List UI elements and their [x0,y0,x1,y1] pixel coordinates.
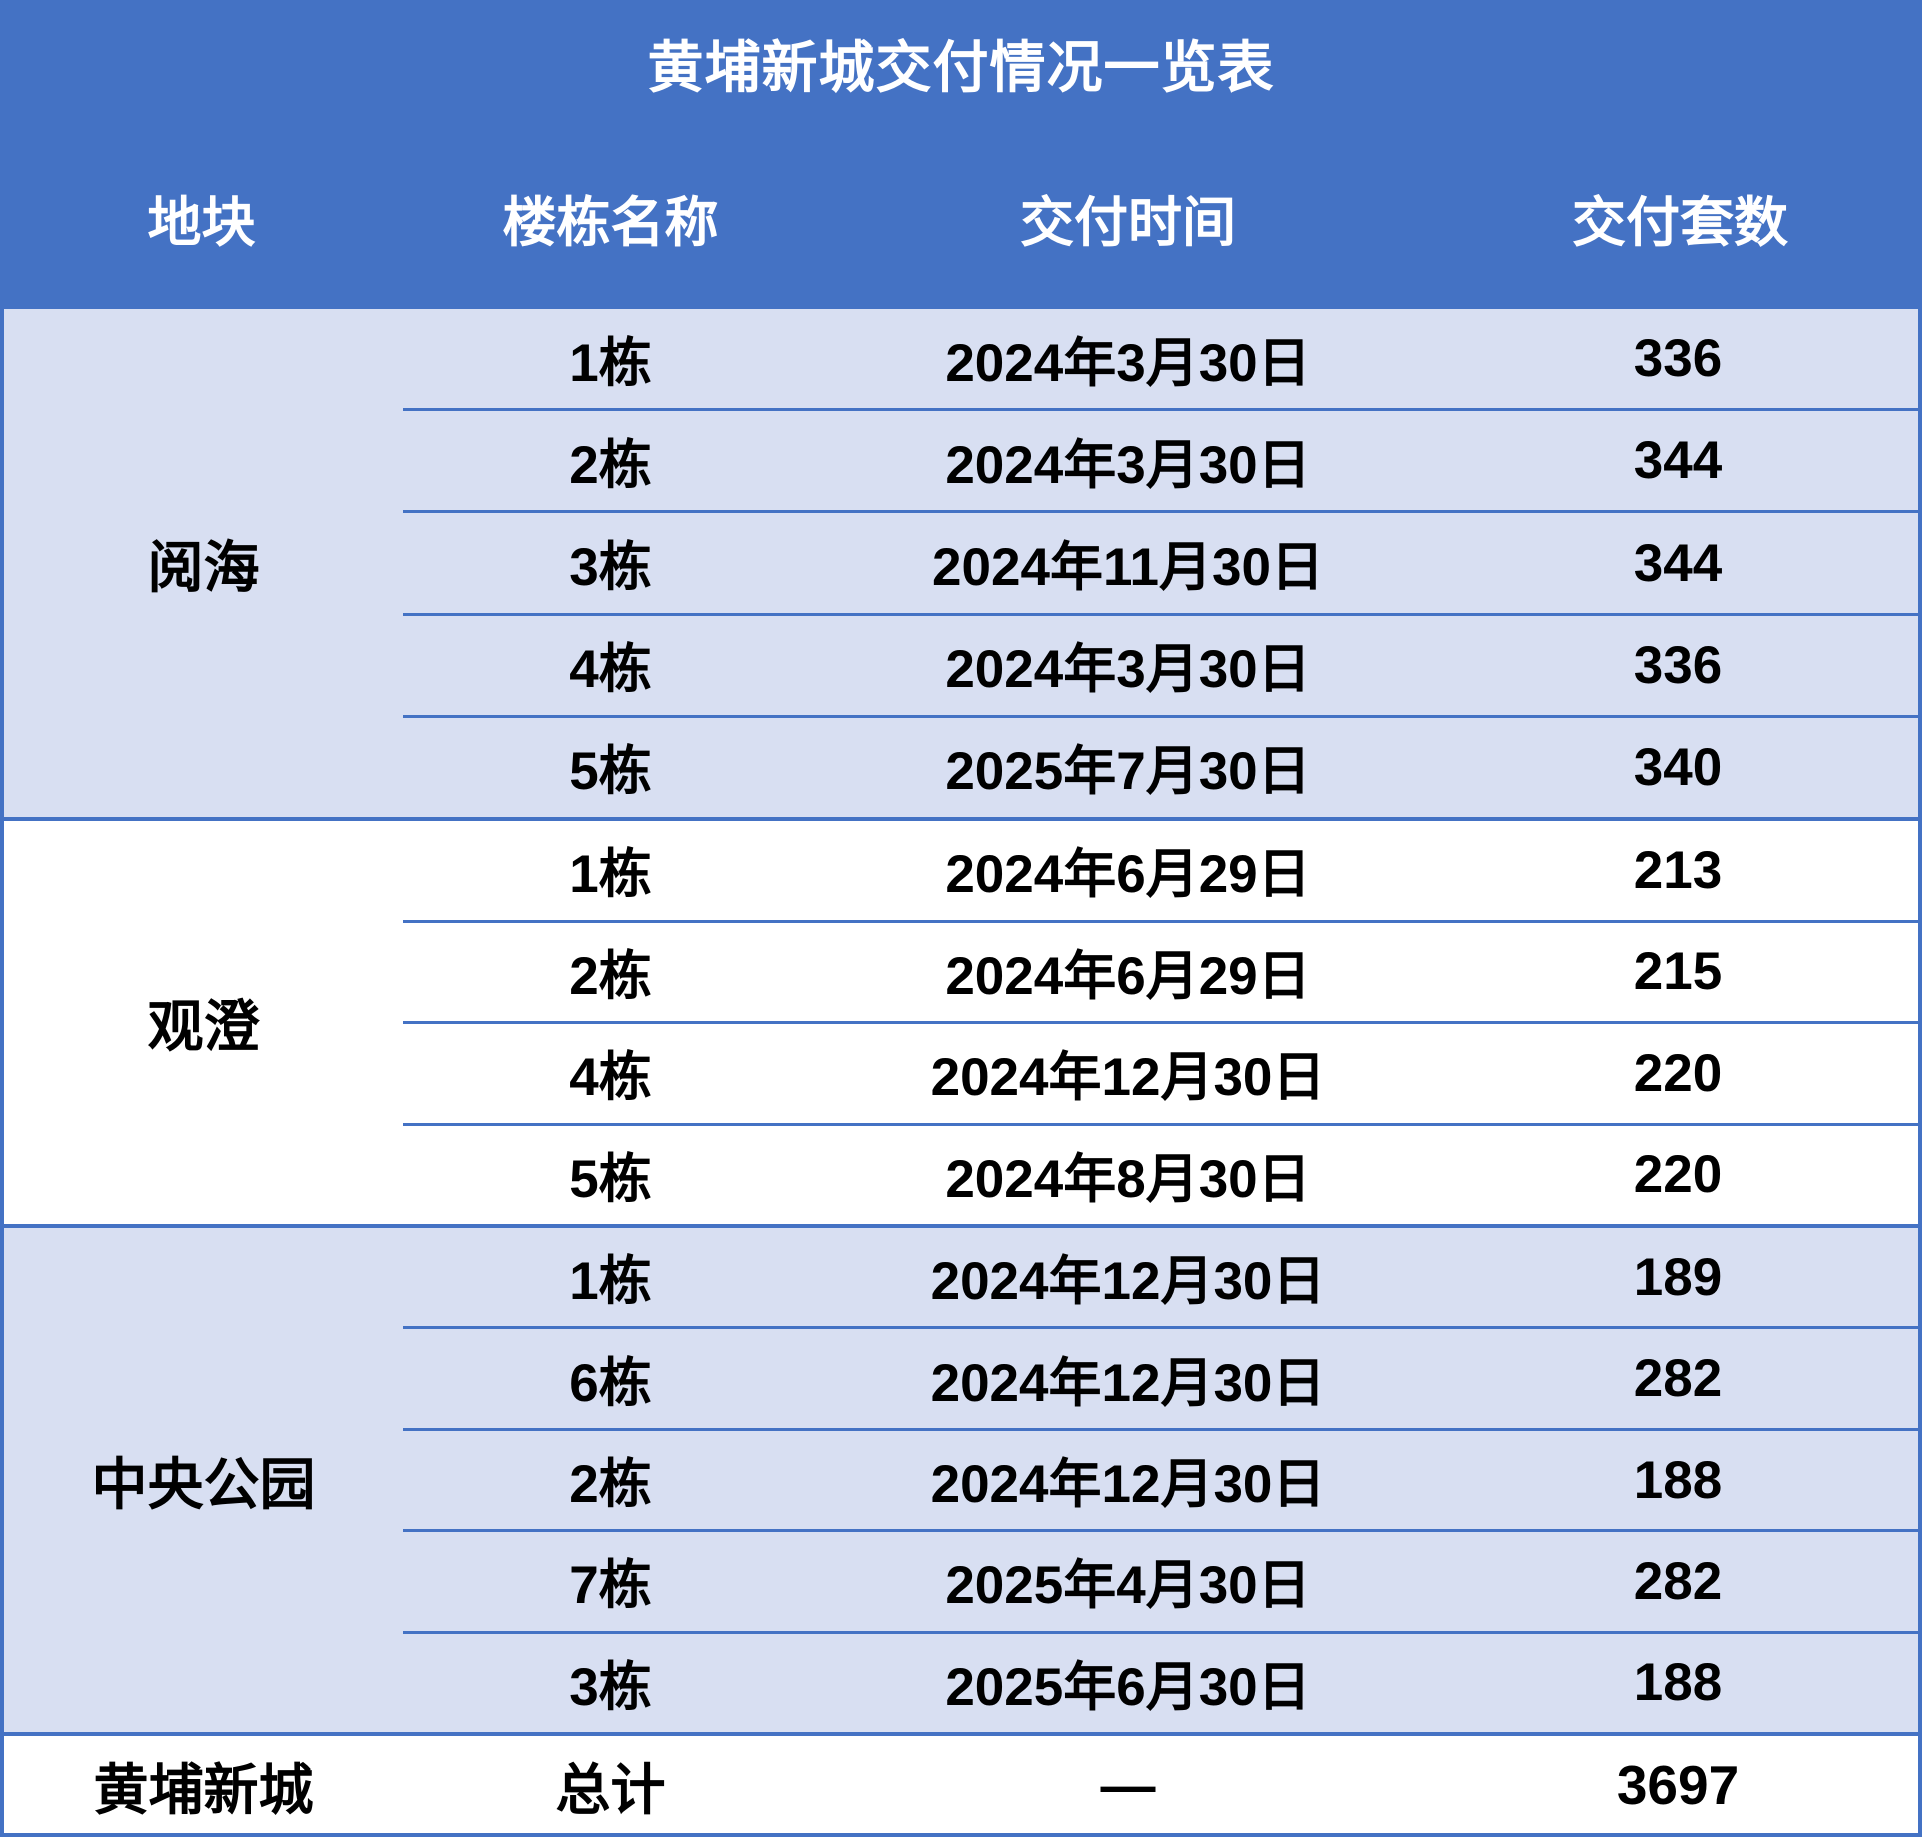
table-row: 2栋 2024年6月29日 215 [403,919,1918,1022]
date-cell: 2024年12月30日 [930,1048,1326,1108]
date-cell: 2024年6月29日 [945,845,1311,905]
building-cell: 3栋 [569,538,652,597]
building-cell: 1栋 [569,333,652,393]
total-building-label: 总计 [555,1758,666,1821]
units-cell: 220 [1633,1043,1723,1103]
group-divider [4,1732,1918,1736]
units-cell: 213 [1633,840,1723,900]
date-cell: 2024年3月30日 [945,640,1311,700]
total-units-value: 3697 [1616,1753,1740,1816]
group-guancheng: 观澄 1栋 2024年6月29日 213 2栋 2024年6月29日 215 4… [4,821,1918,1224]
units-cell: 344 [1633,431,1723,491]
units-cell: 340 [1633,737,1723,797]
building-cell: 6栋 [569,1353,652,1413]
building-cell: 1栋 [569,1252,652,1312]
building-cell: 3栋 [569,1657,652,1717]
date-cell: 2024年12月30日 [930,1252,1326,1312]
plot-label: 中央公园 [91,1452,316,1516]
date-cell: 2024年11月30日 [932,538,1324,597]
table-body: 阅海 1栋 2024年3月30日 336 2栋 2024年3月30日 344 3… [0,309,1922,1837]
table-row: 5栋 2025年7月30日 340 [403,714,1918,817]
units-cell: 189 [1633,1247,1723,1307]
building-cell: 2栋 [569,946,652,1006]
table-row: 2栋 2024年12月30日 188 [403,1427,1918,1529]
building-cell: 1栋 [569,845,652,905]
table-row: 6栋 2024年12月30日 282 [403,1326,1918,1427]
group-rows: 1栋 2024年3月30日 336 2栋 2024年3月30日 344 3栋 2… [403,309,1918,817]
table-row: 2栋 2024年3月30日 344 [403,408,1918,510]
units-cell: 282 [1633,1349,1723,1409]
total-plot-label: 黄埔新城 [93,1758,314,1821]
building-cell: 5栋 [569,1149,652,1209]
date-cell: 2024年6月29日 [945,946,1311,1006]
column-header-building: 楼栋名称 [502,193,719,253]
units-cell: 344 [1633,533,1723,593]
units-cell: 188 [1633,1653,1723,1713]
date-cell: 2024年3月30日 [945,435,1311,495]
column-header-units: 交付套数 [1572,193,1788,253]
units-cell: 336 [1633,635,1723,695]
plot-label: 阅海 [147,535,260,599]
date-cell: 2025年6月30日 [945,1657,1311,1717]
table-row: 4栋 2024年3月30日 336 [403,612,1918,715]
table-header: 黄埔新城交付情况一览表 地块 楼栋名称 交付时间 交付套数 [0,0,1922,309]
group-rows: 1栋 2024年12月30日 189 6栋 2024年12月30日 282 2栋… [403,1228,1918,1732]
units-cell: 220 [1633,1145,1723,1205]
table-row: 3栋 2024年11月30日 344 [403,510,1918,612]
table-row: 7栋 2025年4月30日 282 [403,1529,1918,1630]
building-cell: 2栋 [569,435,652,495]
table-row: 4栋 2024年12月30日 220 [403,1021,1918,1123]
units-cell: 215 [1633,942,1723,1002]
plot-label: 观澄 [147,995,260,1058]
building-cell: 4栋 [569,640,652,700]
title-row: 黄埔新城交付情况一览表 [0,0,1922,126]
group-yuehai: 阅海 1栋 2024年3月30日 336 2栋 2024年3月30日 344 3… [4,309,1918,817]
page-title: 黄埔新城交付情况一览表 [647,35,1275,99]
table-row: 3栋 2025年6月30日 188 [403,1630,1918,1732]
table-row: 1栋 2024年12月30日 189 [403,1228,1918,1326]
total-date-dash: — [1100,1753,1156,1816]
table-row: 1栋 2024年6月29日 213 [403,821,1918,920]
total-row: 黄埔新城 总计 — 3697 [4,1736,1918,1833]
date-cell: 2024年12月30日 [930,1353,1326,1413]
building-cell: 2栋 [569,1455,652,1515]
units-cell: 336 [1633,329,1723,389]
group-central-park: 中央公园 1栋 2024年12月30日 189 6栋 2024年12月30日 2… [4,1228,1918,1732]
column-header-plot: 地块 [147,193,256,253]
building-cell: 4栋 [569,1048,652,1108]
column-header-row: 地块 楼栋名称 交付时间 交付套数 [0,126,1922,309]
date-cell: 2025年4月30日 [945,1556,1311,1616]
group-divider [4,1224,1918,1228]
table-row: 5栋 2024年8月30日 220 [403,1122,1918,1225]
group-rows: 1栋 2024年6月29日 213 2栋 2024年6月29日 215 4栋 2… [403,821,1918,1224]
date-cell: 2024年12月30日 [930,1455,1326,1515]
units-cell: 282 [1633,1551,1723,1611]
column-header-date: 交付时间 [1020,193,1236,253]
table-row: 1栋 2024年3月30日 336 [403,309,1918,408]
group-divider [4,817,1918,821]
building-cell: 7栋 [569,1556,652,1616]
date-cell: 2025年7月30日 [945,742,1311,802]
units-cell: 188 [1633,1450,1723,1510]
date-cell: 2024年8月30日 [945,1149,1311,1209]
building-cell: 5栋 [569,742,652,802]
date-cell: 2024年3月30日 [945,333,1311,393]
